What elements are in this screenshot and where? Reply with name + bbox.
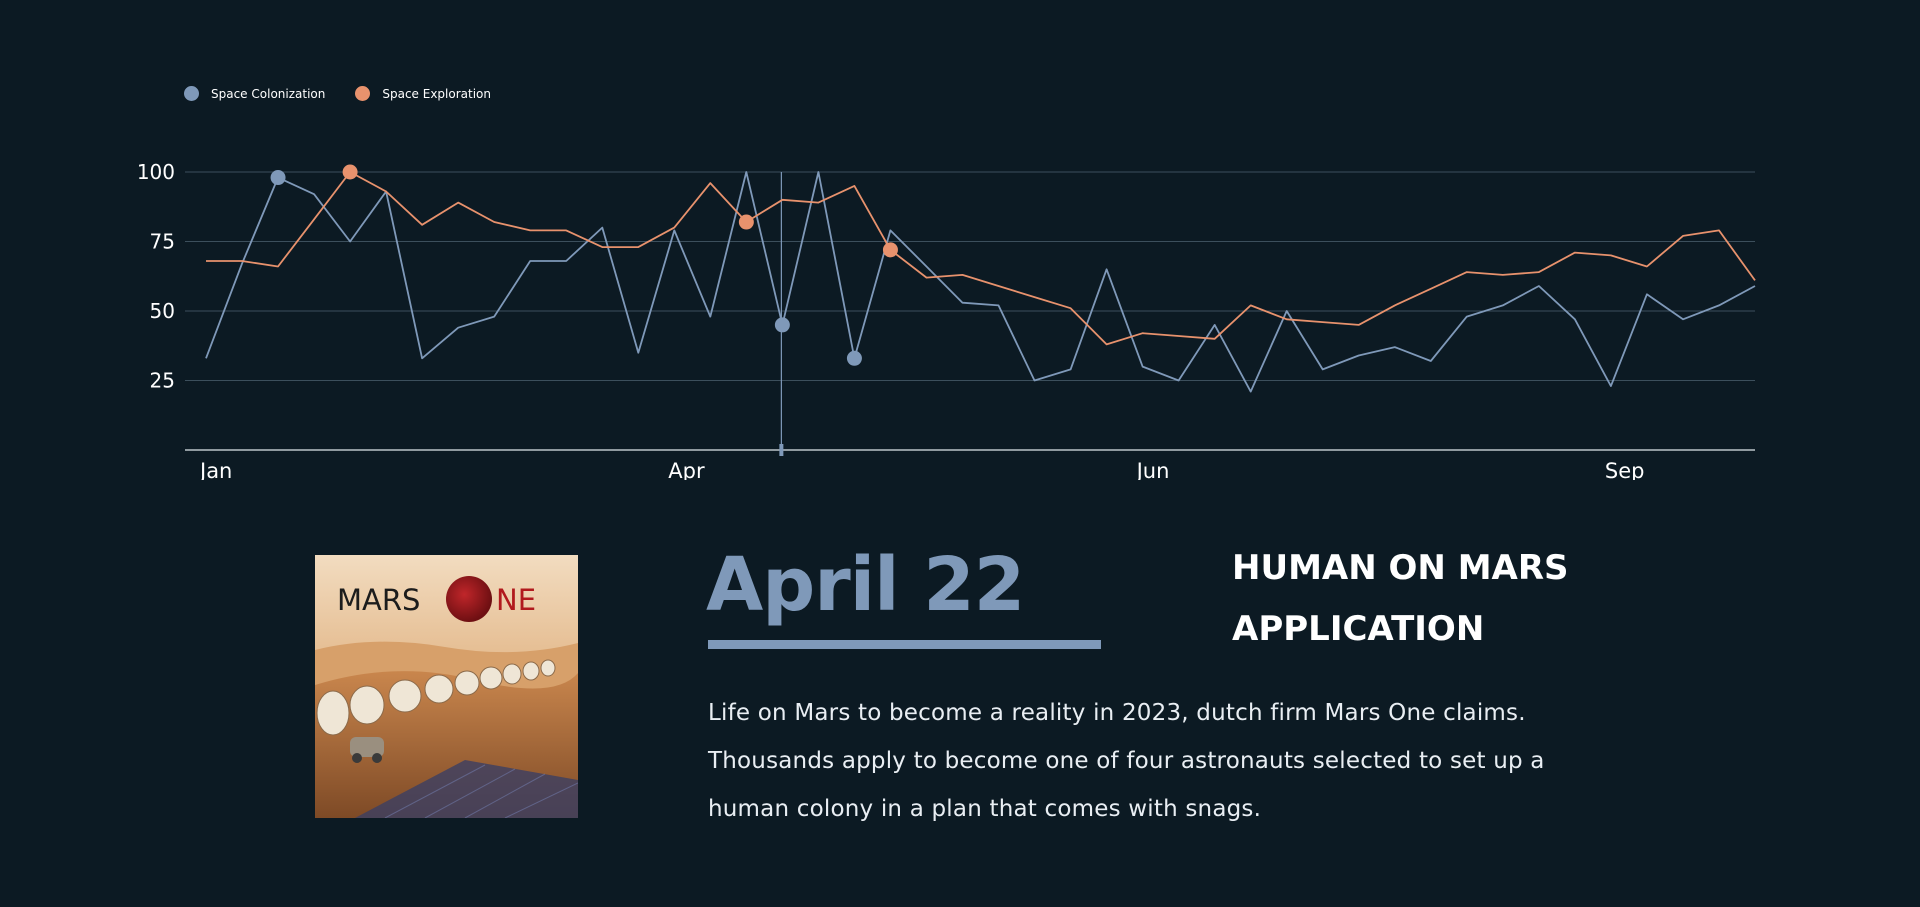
data-point-space-exploration-15[interactable] [738, 214, 754, 230]
legend-item-space-exploration[interactable]: Space Exploration [355, 86, 491, 101]
x-tick-label-sep: Sep [1605, 459, 1645, 480]
poster-logo-text-right: NE [496, 583, 536, 617]
y-tick-label-25: 25 [150, 369, 175, 393]
line-chart: 25 50 75 100 Jan Apr Jun Sep [137, 160, 1756, 480]
x-tick-label-jun: Jun [1135, 459, 1170, 480]
story-description: Life on Mars to become a reality in 2023… [708, 700, 1545, 822]
y-tick-label-100: 100 [137, 160, 175, 184]
x-tick-label-jan: Jan [198, 459, 232, 480]
data-point-space-exploration-4[interactable] [342, 164, 358, 180]
data-point-space-colonization-2[interactable] [270, 170, 286, 186]
y-tick-label-75: 75 [150, 230, 175, 254]
data-point-space-colonization-18[interactable] [846, 350, 862, 366]
mars-one-poster-graphic: MARS NE [315, 555, 578, 818]
legend-label-space-exploration: Space Exploration [382, 86, 491, 101]
legend-swatch-space-exploration [355, 86, 371, 101]
series-line-space-colonization [205, 171, 1756, 393]
series-line-space-exploration [206, 171, 1756, 346]
chart-legend: Space Colonization Space Exploration [184, 86, 521, 101]
story-date-title: April 22 [706, 542, 1025, 628]
data-point-space-exploration-19[interactable] [882, 242, 898, 258]
story-date-underline [708, 640, 1101, 649]
y-tick-label-50: 50 [150, 299, 175, 323]
legend-item-space-colonization[interactable]: Space Colonization [184, 86, 325, 101]
story-headline: HUMAN ON MARS APPLICATION [1232, 548, 1569, 649]
legend-label-space-colonization: Space Colonization [211, 86, 326, 101]
legend-swatch-space-colonization [184, 86, 199, 101]
mars-one-poster-image: MARS NE [315, 555, 578, 818]
poster-logo-text-left: MARS [337, 583, 420, 617]
cursor-handle[interactable] [779, 444, 784, 456]
data-point-space-colonization-16[interactable] [774, 317, 790, 333]
mars-planet-icon [446, 576, 492, 622]
x-tick-label-apr: Apr [668, 459, 705, 480]
